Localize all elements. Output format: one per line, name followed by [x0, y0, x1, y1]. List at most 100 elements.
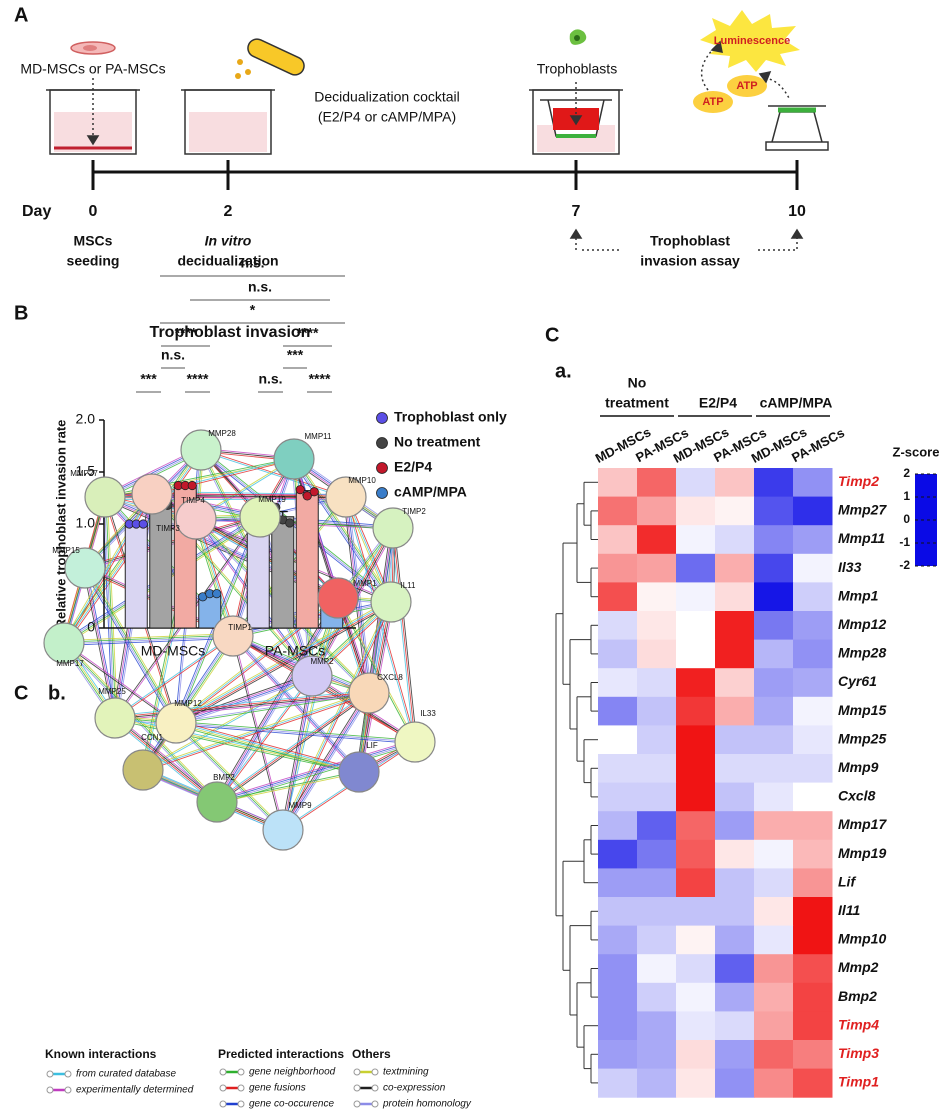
network-edge	[144, 637, 236, 772]
heatmap-cell	[598, 925, 638, 955]
network-edge	[232, 635, 360, 773]
heatmap-cell	[754, 668, 794, 698]
heatmap-cell	[793, 811, 833, 841]
legend-node	[46, 1070, 54, 1078]
luminescence-text: Luminescence	[714, 35, 790, 47]
dendrogram	[555, 481, 598, 1084]
day-number: 0	[89, 203, 98, 220]
heatmap-cell	[754, 582, 794, 612]
network-legend-title: Known interactions	[45, 1047, 157, 1061]
heatmap-cell	[754, 696, 794, 726]
network-edge	[216, 692, 370, 803]
network-edge	[142, 674, 312, 770]
network-edge	[217, 743, 416, 805]
network-edge	[63, 493, 153, 644]
heatmap-cell	[598, 839, 638, 869]
network-node-label: MMP15	[52, 546, 80, 555]
row-label: Mmp1	[838, 587, 879, 603]
heatmap-cell	[793, 782, 833, 812]
column-group-label: treatment	[605, 395, 669, 411]
network-node-label: IL11	[401, 581, 417, 590]
network-edge	[114, 717, 360, 773]
network-node-label: TIMP2	[402, 507, 426, 516]
data-point	[295, 485, 305, 495]
heatmap-cell	[676, 811, 716, 841]
network-edge	[114, 718, 217, 803]
network-edge	[175, 724, 415, 745]
legend-node	[46, 1086, 54, 1094]
panel-label: B	[14, 302, 28, 324]
network-edge	[86, 566, 179, 723]
legend-node	[353, 1100, 361, 1108]
network-node	[212, 615, 254, 657]
heatmap-cell	[637, 1040, 677, 1070]
network-edge	[114, 719, 359, 775]
heatmap-cell	[754, 1068, 794, 1098]
significance-label: n.s.	[258, 371, 282, 387]
network-edge	[281, 692, 369, 830]
heatmap-cell	[676, 754, 716, 784]
network-edge	[175, 722, 416, 743]
network-edge	[143, 636, 235, 771]
network-edge	[114, 690, 369, 717]
heatmap-cell	[754, 811, 794, 841]
heatmap-cell	[598, 725, 638, 755]
heatmap-cell	[793, 982, 833, 1012]
column-group-label: E2/P4	[699, 395, 737, 411]
network-edge	[174, 599, 391, 722]
network-edge	[216, 675, 312, 802]
heatmap-cell	[637, 553, 677, 583]
y-axis-label: Relative trophoblast invasion rate	[53, 420, 68, 629]
heatmap-cell	[676, 982, 716, 1012]
day-number: 2	[224, 203, 233, 220]
heatmap-cell	[754, 525, 794, 555]
network-node	[291, 655, 333, 697]
heatmap-cell	[598, 1040, 638, 1070]
heatmap-cell	[715, 725, 755, 755]
heatmap-cell	[598, 1068, 638, 1098]
network-node-label: MMP10	[348, 476, 376, 485]
network-node	[175, 498, 217, 540]
network-node	[262, 809, 304, 851]
network-edge	[63, 643, 176, 725]
heatmap-cell	[676, 496, 716, 526]
heatmap-cell	[715, 839, 755, 869]
heatmap-cell	[637, 897, 677, 927]
heatmap-cell	[754, 725, 794, 755]
network-node	[370, 581, 412, 623]
sublabel: a.	[555, 360, 572, 382]
heatmap-cell	[676, 1068, 716, 1098]
heatmap-cell	[715, 1040, 755, 1070]
heatmap-cell	[793, 754, 833, 784]
heatmap-cell	[715, 897, 755, 927]
network-edge	[175, 691, 369, 723]
row-label: Il11	[838, 902, 861, 918]
network-edge	[142, 692, 370, 771]
colorbar-tick-label: 2	[903, 466, 910, 480]
row-label: Mmp28	[838, 645, 886, 661]
heatmap-cell	[676, 954, 716, 984]
heatmap-cell	[715, 982, 755, 1012]
network-node	[180, 429, 222, 471]
network-edge	[215, 691, 369, 802]
network-legend-title: Predicted interactions	[218, 1047, 344, 1061]
heatmap-cell	[598, 553, 638, 583]
heatmap-cell	[676, 897, 716, 927]
network-edge	[392, 527, 416, 743]
heatmap-cell	[715, 925, 755, 955]
heatmap-cell	[637, 611, 677, 641]
heatmap-cell	[754, 639, 794, 669]
data-point	[138, 519, 148, 529]
network-edge	[143, 676, 313, 772]
network-edge	[200, 450, 346, 499]
network-edge	[142, 691, 369, 769]
network-legend-label: gene fusions	[249, 1083, 306, 1094]
network-edge	[82, 568, 175, 725]
heatmap-cell	[637, 1011, 677, 1041]
network-node-label: MMP1	[353, 579, 377, 588]
network-edge	[283, 693, 371, 831]
heatmap-cell	[793, 925, 833, 955]
panel-label: C	[545, 324, 559, 346]
heatmap-cell	[598, 811, 638, 841]
data-point	[302, 491, 312, 501]
